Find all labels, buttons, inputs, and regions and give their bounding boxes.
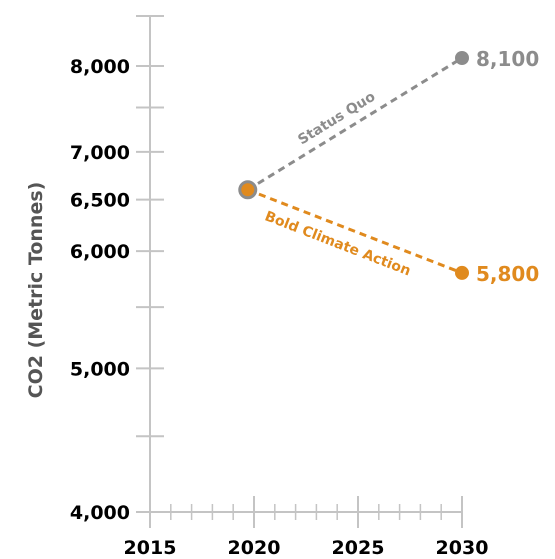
x-tick-label: 2020 [228, 537, 281, 559]
x-tick-label: 2025 [332, 537, 385, 559]
end-value-label: 5,800 [476, 262, 539, 286]
y-tick-label: 4,000 [70, 502, 130, 524]
y-tick-label: 5,000 [70, 358, 130, 380]
x-tick-label: 2030 [436, 537, 489, 559]
x-tick-label: 2015 [124, 537, 177, 559]
series-line [247, 188, 463, 275]
y-tick-label: 8,000 [70, 56, 130, 78]
series-line [246, 56, 463, 192]
end-value-label: 8,100 [476, 47, 539, 71]
data-point [455, 265, 469, 280]
y-tick-label: 6,500 [70, 190, 130, 212]
y-tick-label: 6,000 [70, 241, 130, 263]
y-axis-title: CO2 (Metric Tonnes) [25, 182, 47, 399]
axes: 4,000 5,000 6,000 6,500 7,000 8,000 2015 2020 20… [70, 15, 489, 559]
series-label: Bold Climate Action [262, 208, 412, 279]
start-point [238, 180, 258, 200]
data-point [455, 51, 469, 66]
y-tick-label: 7,000 [70, 142, 130, 164]
